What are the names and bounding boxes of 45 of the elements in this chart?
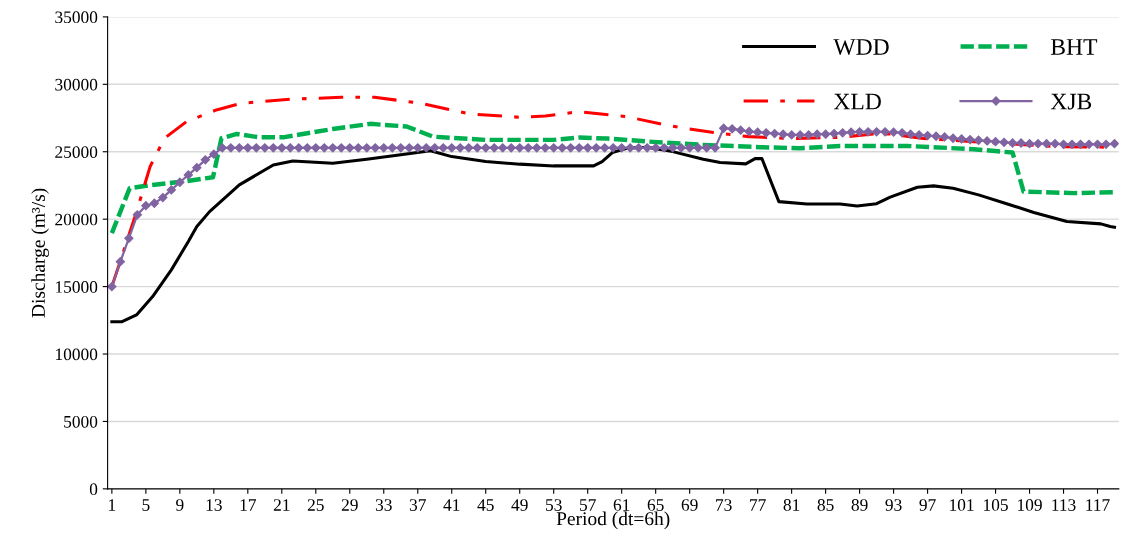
x-tick-label: 73 <box>716 499 732 511</box>
x-tick-label: 113 <box>1052 499 1076 511</box>
y-tick-label: 15000 <box>56 281 98 293</box>
y-tick-label: 0 <box>89 483 98 496</box>
x-tick-label: 49 <box>511 499 528 511</box>
y-axis-title: Discharge (m³/s) <box>31 188 49 318</box>
y-tick-label: 30000 <box>55 78 98 91</box>
x-tick-label: 41 <box>443 499 460 511</box>
y-tick-label: 35000 <box>55 11 98 24</box>
x-tick-label: 97 <box>919 499 936 511</box>
x-tick-label: 61 <box>613 499 630 511</box>
x-tick-label: 21 <box>273 499 290 511</box>
x-tick-label: 29 <box>341 499 358 511</box>
x-tick-label: 105 <box>984 499 1008 511</box>
x-tick-label: 17 <box>240 499 256 511</box>
x-tick-label: 53 <box>546 499 562 511</box>
x-tick-label: 117 <box>1086 499 1110 511</box>
x-tick-label: 5 <box>142 499 150 511</box>
x-tick-label: 65 <box>647 499 664 511</box>
x-tick-label: 77 <box>750 499 766 511</box>
x-tick-label: 13 <box>206 499 222 511</box>
x-tick-label: 69 <box>681 499 698 511</box>
x-tick-label: 45 <box>477 499 494 511</box>
x-tick-label: 85 <box>817 499 834 511</box>
line-series <box>110 145 1117 324</box>
legend-label: BHT <box>1050 39 1098 55</box>
x-tick-label: 33 <box>375 499 392 511</box>
legend-label: XLD <box>833 93 881 110</box>
x-tick-label: 101 <box>950 499 974 511</box>
x-tick-label: 109 <box>1018 499 1042 511</box>
legend-label: WDD <box>833 39 889 56</box>
y-tick-label: 5000 <box>64 415 98 428</box>
x-tick-label: 93 <box>885 499 902 511</box>
x-tick-label: 1 <box>109 499 116 511</box>
x-tick-label: 89 <box>851 499 868 511</box>
y-tick-label: 25000 <box>55 146 98 158</box>
x-axis-title: Period (dt=6h) <box>556 511 670 530</box>
x-tick-label: 25 <box>307 499 324 511</box>
x-tick-label: 57 <box>580 499 596 511</box>
x-tick-label: 37 <box>409 499 426 511</box>
x-tick-label: 9 <box>176 499 184 511</box>
legend-label: XJB <box>1050 93 1092 110</box>
x-tick-label: 81 <box>783 499 800 511</box>
y-tick-label: 20000 <box>55 213 98 226</box>
y-tick-label: 10000 <box>56 348 98 361</box>
